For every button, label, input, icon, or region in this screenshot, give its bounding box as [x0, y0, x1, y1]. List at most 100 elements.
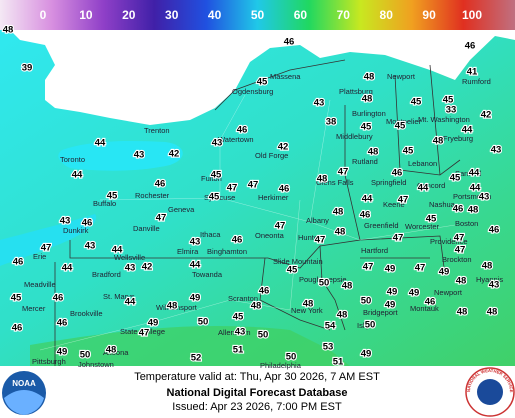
city-label: New York — [291, 306, 323, 315]
temperature-value: 43 — [479, 192, 490, 203]
temperature-value: 52 — [191, 353, 202, 364]
temperature-value: 43 — [491, 145, 502, 156]
temperature-value: 48 — [342, 281, 353, 292]
temperature-value: 47 — [415, 263, 426, 274]
temperature-value: 45 — [411, 97, 422, 108]
city-label: Meadville — [24, 280, 56, 289]
temperature-value: 44 — [95, 138, 106, 149]
temperature-value: 45 — [426, 214, 437, 225]
temperature-value: 45 — [211, 170, 222, 181]
city-label: Montauk — [410, 304, 439, 313]
temperature-value: 44 — [72, 170, 83, 181]
city-label: Massena — [270, 72, 301, 81]
temperature-value: 42 — [142, 262, 153, 273]
temperature-value: 46 — [12, 323, 23, 334]
temperature-value: 48 — [456, 276, 467, 287]
temperature-value: 44 — [190, 260, 201, 271]
city-label: Ithaca — [200, 230, 221, 239]
temperature-value: 50 — [198, 317, 209, 328]
temperature-value: 47 — [156, 213, 167, 224]
temperature-value: 45 — [209, 192, 220, 203]
city-label: Wellsville — [114, 253, 145, 262]
temperature-value: 42 — [169, 149, 180, 160]
temperature-value: 46 — [284, 37, 295, 48]
temperature-value: 44 — [470, 183, 481, 194]
temperature-value: 48 — [433, 136, 444, 147]
temperature-value: 46 — [259, 286, 270, 297]
legend-label: 10 — [79, 8, 93, 22]
city-label: Mercer — [22, 304, 46, 313]
temperature-value: 43 — [190, 237, 201, 248]
temperature-value: 50 — [258, 330, 269, 341]
temperature-value: 43 — [489, 280, 500, 291]
temperature-value: 47 — [454, 233, 465, 244]
temperature-value: 49 — [385, 264, 396, 275]
temperature-value: 46 — [465, 41, 476, 52]
temperature-value: 49 — [385, 300, 396, 311]
temperature-value: 33 — [446, 105, 457, 116]
temperature-value: 44 — [62, 263, 73, 274]
city-label: State College — [120, 327, 165, 336]
legend-label: 90 — [422, 8, 436, 22]
temperature-value: 49 — [439, 267, 450, 278]
temperature-value: 49 — [57, 347, 68, 358]
temperature-value: 38 — [326, 117, 337, 128]
city-label: Geneva — [168, 205, 195, 214]
city-label: Newport — [387, 72, 416, 81]
temperature-value: 48 — [333, 207, 344, 218]
city-label: Concord — [417, 181, 445, 190]
legend-label: 60 — [294, 8, 308, 22]
city-label: Hartford — [361, 246, 388, 255]
temperature-value: 48 — [167, 301, 178, 312]
city-label: Springfield — [371, 178, 406, 187]
temperature-value: 45 — [233, 312, 244, 323]
temperature-value: 51 — [333, 357, 344, 368]
temperature-value: 49 — [190, 293, 201, 304]
temperature-value: 46 — [392, 168, 403, 179]
temperature-value: 39 — [22, 63, 33, 74]
city-label: Bradford — [92, 270, 121, 279]
city-label: Trenton — [144, 126, 170, 135]
city-label: Binghamton — [207, 247, 247, 256]
temperature-value: 46 — [425, 297, 436, 308]
temperature-value: 47 — [315, 235, 326, 246]
temperature-value: 47 — [41, 243, 52, 254]
city-label: Sanford — [455, 169, 481, 178]
city-label: Rochester — [135, 191, 170, 200]
temperature-value: 45 — [11, 293, 22, 304]
city-label: Pittsburgh — [32, 357, 66, 366]
city-label: Hyannis — [476, 275, 503, 284]
southern-area — [30, 325, 350, 366]
temperature-value: 48 — [337, 310, 348, 321]
city-label: Albany — [306, 216, 329, 225]
temperature-value: 43 — [134, 150, 145, 161]
city-label: Poughkeepsie — [299, 275, 347, 284]
legend-label: 20 — [122, 8, 136, 22]
temperature-value: 48 — [335, 227, 346, 238]
temperature-value: 45 — [450, 173, 461, 184]
legend-label: 80 — [380, 8, 394, 22]
temperature-value: 44 — [112, 245, 123, 256]
nws-logo: NATIONAL WEATHER SERVICE — [465, 367, 515, 417]
temperature-value: 49 — [409, 288, 420, 299]
temperature-value: 53 — [323, 342, 334, 353]
temperature-value: 48 — [368, 147, 379, 158]
temperature-value: 46 — [232, 235, 243, 246]
temperature-value: 48 — [3, 25, 14, 36]
temperature-value: 48 — [362, 94, 373, 105]
noaa-label: NOAA — [12, 379, 36, 388]
temperature-value: 47 — [455, 245, 466, 256]
temperature-value: 46 — [360, 210, 371, 221]
temperature-value: 50 — [286, 352, 297, 363]
city-label: Worcester — [405, 222, 440, 231]
city-label: Old Forge — [255, 151, 288, 160]
footer-bg — [0, 366, 515, 418]
city-label: Middlebury — [336, 132, 373, 141]
legend-label: 40 — [208, 8, 222, 22]
temperature-value: 44 — [362, 194, 373, 205]
temperature-value: 48 — [317, 174, 328, 185]
city-label: Towanda — [192, 270, 223, 279]
no-data-area — [0, 30, 515, 125]
city-label: Keene — [383, 200, 405, 209]
city-label: Toronto — [60, 155, 85, 164]
